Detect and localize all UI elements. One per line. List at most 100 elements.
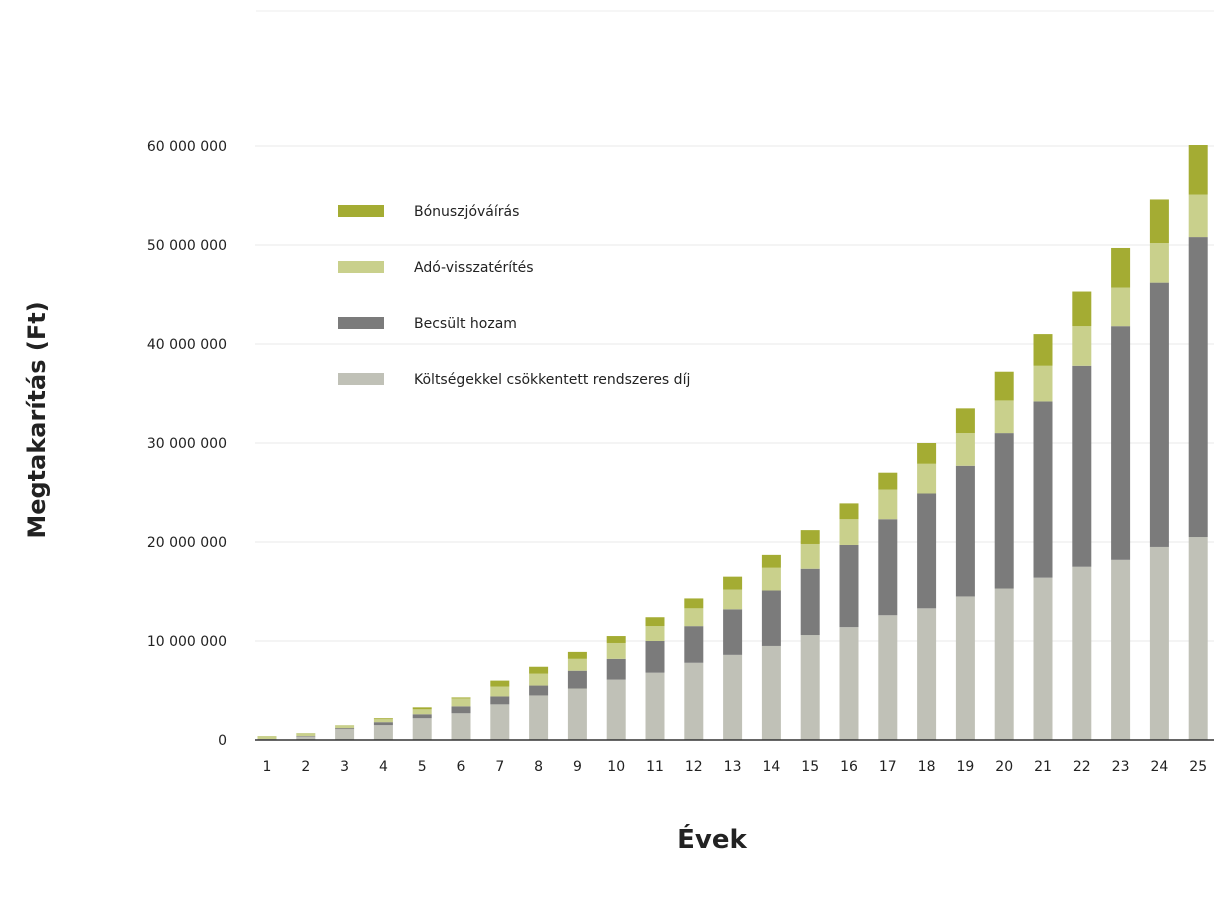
y-tick-label: 60 000 000 [147, 139, 227, 155]
bar-segment [994, 400, 1014, 434]
y-tick-label: 30 000 000 [147, 436, 227, 452]
bar-segment [800, 543, 820, 569]
bar-segment [335, 728, 355, 730]
x-tick-label: 15 [801, 759, 819, 775]
bar-segment [761, 567, 781, 591]
bar-segment [412, 714, 432, 719]
bar-segment [1072, 326, 1092, 366]
bar-segment [1111, 559, 1131, 740]
bar-segment [529, 695, 549, 740]
bar-segment [1033, 365, 1053, 402]
bar-segment [917, 608, 937, 740]
bar-segment [723, 609, 743, 655]
bar-segment [606, 658, 626, 680]
legend-label: Becsült hozam [414, 316, 517, 332]
x-tick-label: 24 [1150, 759, 1168, 775]
bar-segment [529, 685, 549, 696]
bar-segment [490, 696, 510, 705]
bar-segment [1033, 334, 1053, 366]
bar-segment [955, 408, 975, 434]
bar-segment [257, 736, 277, 740]
legend-swatch [338, 317, 384, 329]
bar-segment [490, 686, 510, 697]
x-tick-label: 17 [879, 759, 897, 775]
bar-segment [1072, 566, 1092, 740]
bar-segment [1149, 282, 1169, 547]
bar-segment [645, 617, 665, 627]
bar-segment [917, 443, 937, 464]
x-axis-ticks: 1 2 3 4 5 6 7 8 9 10 11 12 13 14 15 16 17 18 19 20 21 22 23 24 2… [263, 759, 1208, 775]
legend-swatch [338, 261, 384, 273]
x-tick-label: 21 [1034, 759, 1052, 775]
bars [257, 145, 1208, 740]
bar-segment [878, 472, 898, 490]
bar-segment [839, 519, 859, 545]
x-tick-label: 23 [1112, 759, 1130, 775]
bar-segment [529, 673, 549, 686]
bar-segment [800, 568, 820, 636]
bar-segment [800, 530, 820, 544]
bar-segment [490, 704, 510, 740]
bar-segment [412, 707, 432, 710]
y-tick-label: 10 000 000 [147, 634, 227, 650]
bar-segment [1072, 291, 1092, 327]
bar-segment [1149, 546, 1169, 740]
x-tick-label: 5 [418, 759, 427, 775]
bar-segment [684, 626, 704, 663]
bar-segment [839, 627, 859, 740]
x-tick-label: 9 [573, 759, 582, 775]
bar-segment [839, 503, 859, 520]
bar-segment [723, 654, 743, 740]
x-tick-label: 19 [956, 759, 974, 775]
bar-segment [412, 718, 432, 740]
bar-segment [451, 698, 471, 707]
bar-segment [606, 642, 626, 659]
x-tick-label: 8 [534, 759, 543, 775]
bar-segment [955, 596, 975, 740]
bar-segment [529, 666, 549, 674]
bar-segment [1033, 577, 1053, 740]
bar-segment [567, 651, 587, 659]
bar-segment [878, 519, 898, 616]
x-tick-label: 7 [495, 759, 504, 775]
x-tick-label: 2 [301, 759, 310, 775]
y-axis-ticks: 0 10 000 000 20 000 000 30 000 000 40 000 00… [147, 139, 227, 749]
x-tick-label: 12 [685, 759, 703, 775]
x-tick-label: 20 [995, 759, 1013, 775]
legend: Bónuszjóváírás Adó-visszatérítés Becsült h… [338, 204, 690, 388]
bar-segment [684, 608, 704, 627]
bar-segment [839, 544, 859, 628]
bar-segment [878, 615, 898, 740]
legend-swatch [338, 373, 384, 385]
bar-segment [490, 680, 510, 687]
bar-segment [567, 670, 587, 689]
x-tick-label: 14 [762, 759, 780, 775]
x-tick-label: 10 [607, 759, 625, 775]
bar-segment [1111, 247, 1131, 288]
bar-segment [994, 433, 1014, 589]
bar-segment [761, 554, 781, 568]
bar-segment [955, 465, 975, 597]
bar-segment [296, 733, 316, 737]
x-tick-label: 4 [379, 759, 388, 775]
bar-segment [1188, 237, 1208, 538]
bar-segment [567, 658, 587, 671]
bar-segment [684, 598, 704, 609]
bar-segment [994, 588, 1014, 740]
bar-segment [1033, 401, 1053, 578]
bar-segment [1188, 194, 1208, 238]
bar-segment [878, 489, 898, 520]
bar-segment [335, 729, 355, 740]
y-tick-label: 40 000 000 [147, 337, 227, 353]
bar-segment [1188, 145, 1208, 195]
bar-segment [335, 725, 355, 729]
x-tick-label: 16 [840, 759, 858, 775]
legend-label: Bónuszjóváírás [414, 204, 519, 220]
x-tick-label: 13 [724, 759, 742, 775]
bar-segment [567, 688, 587, 740]
x-tick-label: 22 [1073, 759, 1091, 775]
x-axis-title: Évek [677, 823, 747, 855]
bar-segment [373, 722, 393, 726]
bar-segment [451, 713, 471, 740]
